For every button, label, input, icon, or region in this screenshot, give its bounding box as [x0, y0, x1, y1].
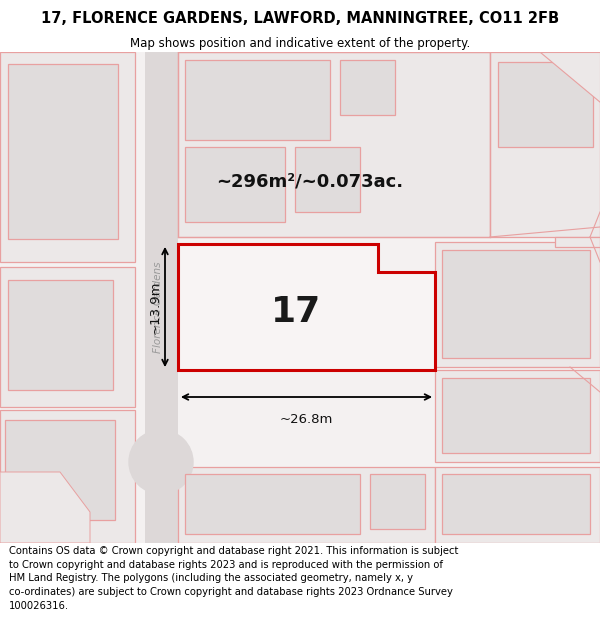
Polygon shape	[435, 467, 600, 543]
Bar	[442, 378, 590, 453]
Polygon shape	[540, 52, 600, 102]
Bar	[5, 420, 115, 520]
Polygon shape	[0, 267, 135, 407]
Text: Map shows position and indicative extent of the property.: Map shows position and indicative extent…	[130, 38, 470, 51]
Polygon shape	[178, 52, 490, 237]
Text: 17: 17	[271, 295, 322, 329]
Bar	[145, 52, 178, 543]
Text: 17, FLORENCE GARDENS, LAWFORD, MANNINGTREE, CO11 2FB: 17, FLORENCE GARDENS, LAWFORD, MANNINGTR…	[41, 11, 559, 26]
Bar	[442, 250, 590, 358]
Circle shape	[129, 430, 193, 494]
Bar	[185, 60, 330, 140]
Polygon shape	[178, 467, 435, 543]
Bar	[185, 147, 285, 222]
Polygon shape	[555, 237, 600, 247]
Text: Florence Gardens: Florence Gardens	[153, 261, 163, 352]
Text: Contains OS data © Crown copyright and database right 2021. This information is : Contains OS data © Crown copyright and d…	[9, 546, 458, 611]
Bar	[340, 60, 395, 115]
Polygon shape	[490, 52, 600, 237]
Bar	[8, 64, 118, 239]
Bar	[185, 474, 360, 534]
Polygon shape	[0, 52, 135, 262]
Bar	[442, 474, 590, 534]
Polygon shape	[0, 472, 90, 543]
Text: ~296m²/~0.073ac.: ~296m²/~0.073ac.	[217, 173, 404, 191]
Bar	[8, 280, 113, 390]
Polygon shape	[178, 244, 435, 370]
Text: ~13.9m: ~13.9m	[149, 280, 162, 334]
Bar	[370, 474, 425, 529]
Polygon shape	[435, 242, 600, 367]
Bar	[498, 62, 593, 147]
Polygon shape	[435, 370, 600, 462]
Polygon shape	[0, 410, 135, 543]
Text: ~26.8m: ~26.8m	[280, 413, 333, 426]
Bar	[188, 267, 338, 357]
Bar	[295, 147, 360, 212]
